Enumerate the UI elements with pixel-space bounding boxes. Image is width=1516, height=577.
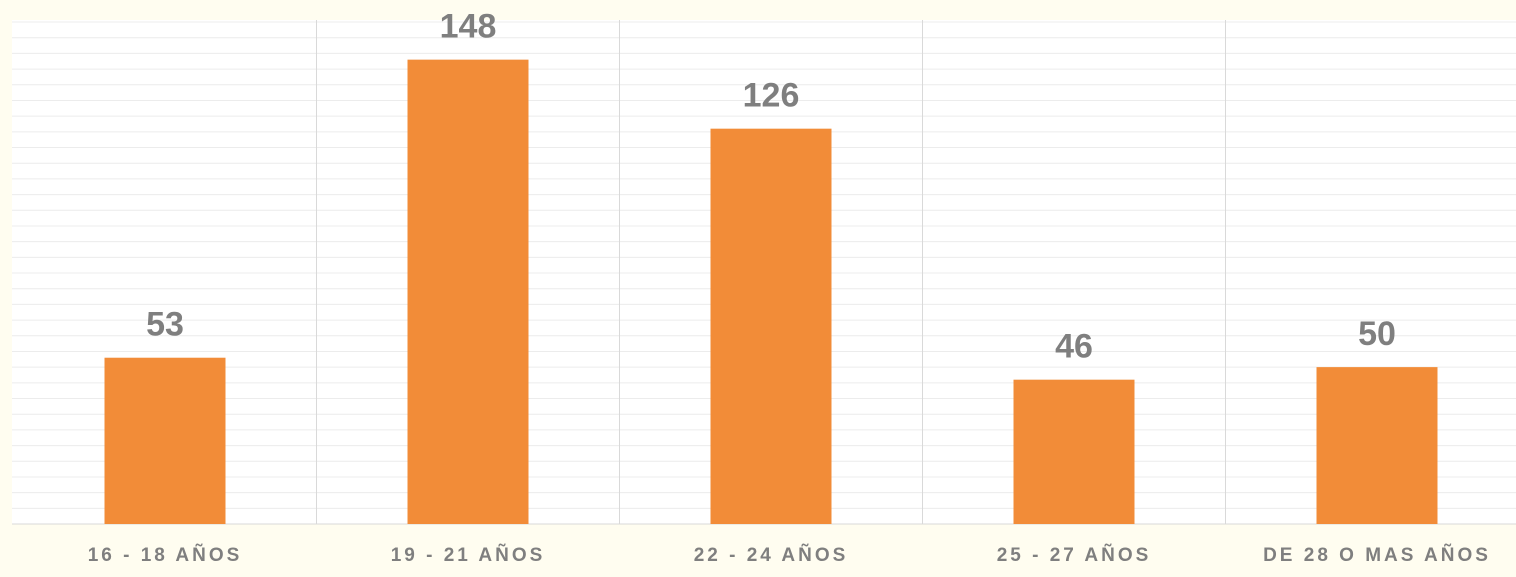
bar: [710, 128, 832, 525]
data-label: 53: [146, 306, 184, 344]
x-tick-label: 25 - 27 AÑOS: [997, 544, 1152, 566]
data-label: 126: [743, 77, 800, 115]
x-tick-label: 19 - 21 AÑOS: [391, 544, 546, 566]
data-label: 50: [1358, 315, 1396, 353]
x-tick-label: 22 - 24 AÑOS: [694, 544, 849, 566]
x-tick-label: DE 28 O MAS AÑOS: [1263, 544, 1491, 566]
bar: [104, 357, 226, 524]
data-label: 46: [1055, 328, 1093, 366]
x-tick-label: 16 - 18 AÑOS: [88, 544, 243, 566]
data-label: 148: [440, 8, 497, 46]
bar: [1013, 379, 1135, 524]
bar: [1316, 367, 1438, 524]
bar: [407, 59, 529, 525]
